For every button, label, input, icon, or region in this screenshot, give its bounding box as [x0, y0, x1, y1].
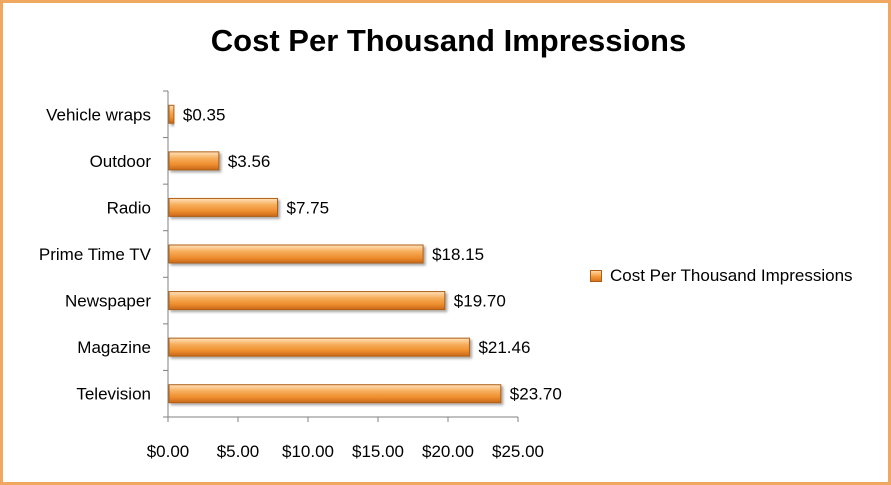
x-tick-label: $10.00 [282, 442, 334, 461]
legend-label: Cost Per Thousand Impressions [610, 266, 853, 285]
category-label: Radio [107, 198, 151, 217]
bar [168, 244, 424, 264]
data-label: $18.15 [432, 245, 484, 264]
data-label: $7.75 [287, 198, 330, 217]
data-label: $21.46 [478, 338, 530, 357]
category-label: Vehicle wraps [46, 105, 151, 124]
bar [168, 291, 446, 311]
category-label: Television [76, 385, 151, 404]
category-label: Outdoor [90, 152, 152, 171]
bar [168, 384, 502, 404]
category-label: Newspaper [65, 292, 151, 311]
x-tick-label: $15.00 [352, 442, 404, 461]
bar-chart: $0.00 $5.00 $10.00 $15.00 $20.00 $25.00 Vehicl… [39, 90, 562, 461]
category-label: Magazine [77, 338, 151, 357]
bar [168, 104, 175, 124]
labels: $0.00 $5.00 $10.00 $15.00 $20.00 $25.00 Vehicl… [39, 105, 562, 461]
x-tick-label: $5.00 [217, 442, 260, 461]
chart-title: Cost Per Thousand Impressions [210, 23, 687, 58]
data-label: $23.70 [510, 385, 562, 404]
legend-swatch [590, 270, 602, 282]
bar [168, 337, 470, 357]
bars [168, 104, 502, 404]
legend: Cost Per Thousand Impressions [590, 266, 853, 286]
data-label: $19.70 [454, 292, 506, 311]
x-tick-label: $25.00 [492, 442, 544, 461]
bar [168, 151, 220, 171]
data-label: $3.56 [228, 152, 271, 171]
x-tick-label: $0.00 [147, 442, 190, 461]
bar [168, 197, 278, 217]
category-label: Prime Time TV [39, 245, 152, 264]
data-label: $0.35 [183, 105, 226, 124]
x-tick-label: $20.00 [422, 442, 474, 461]
axes [163, 90, 519, 422]
